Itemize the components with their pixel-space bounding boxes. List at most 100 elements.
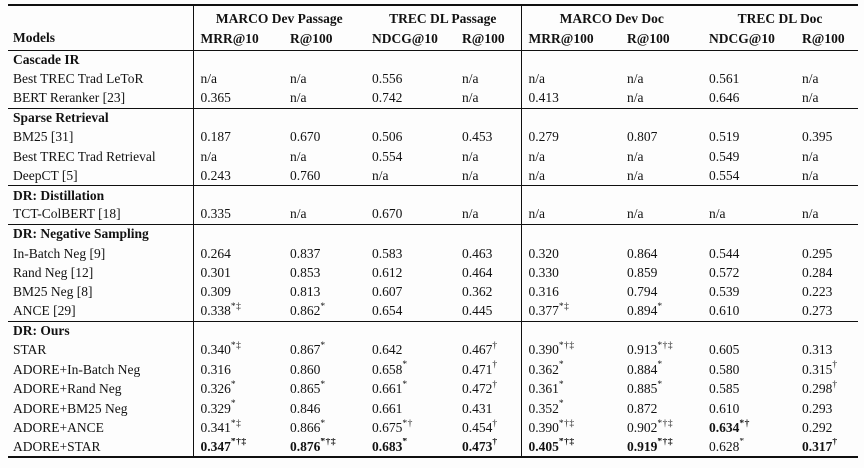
section-empty-cell	[520, 185, 621, 206]
group-header-row: Models MARCO Dev Passage TREC DL Passage…	[8, 5, 858, 51]
section-empty-cell	[283, 49, 366, 70]
significance-marker: *	[320, 340, 326, 351]
metric-value: n/a	[520, 166, 621, 186]
section-empty-cell	[620, 49, 703, 70]
table-row: ADORE+Rand Neg 0.326* 0.865* 0.661* 0.472† 0.…	[8, 379, 858, 400]
table-row: TCT-ColBERT [18] 0.335 n/a 0.670 n/a n/a n/a n/…	[8, 205, 858, 225]
metric-value: 0.329*	[192, 399, 283, 419]
section-empty-cell	[365, 107, 456, 128]
significance-marker: *	[558, 399, 565, 410]
metric-value: 0.675*†	[372, 418, 413, 436]
significance-marker: †	[832, 437, 838, 448]
metric-value: 0.862*	[290, 302, 326, 319]
metric-value: n/a	[802, 148, 819, 164]
table-row: ADORE+STAR 0.347*†‡ 0.876*†‡ 0.683* 0.473† 0.…	[8, 437, 858, 458]
section-empty-cell	[283, 185, 366, 206]
metric-value: 0.539	[709, 284, 740, 300]
metric-value: 0.646	[709, 90, 740, 106]
significance-marker: *†‡	[230, 437, 247, 448]
section-empty-cell	[702, 107, 796, 128]
metric-header-ndcg10-p: NDCG@10	[365, 28, 456, 51]
metric-value: n/a	[290, 71, 307, 86]
metric-value: 0.365	[192, 88, 283, 109]
section-empty-cell	[192, 107, 283, 128]
section-empty-cell	[520, 49, 621, 70]
metric-value: 0.683*	[372, 437, 408, 454]
metric-value: n/a	[802, 167, 819, 183]
metric-value: 0.661*	[372, 379, 408, 397]
metric-header-r100-d1: R@100	[620, 28, 703, 51]
metric-value: 0.352*	[520, 399, 621, 419]
significance-marker: *	[320, 302, 326, 312]
metric-value: 0.794	[627, 284, 658, 300]
group-header-trec-dl-doc: TREC DL Doc	[737, 10, 823, 26]
metric-value: 0.362	[462, 284, 493, 300]
results-table-container: Models MARCO Dev Passage TREC DL Passage…	[8, 4, 859, 459]
significance-marker: *	[657, 302, 663, 312]
metric-value: 0.544	[709, 245, 740, 261]
table-row: ADORE+In-Batch Neg 0.316 0.860 0.658* 0.471†…	[8, 360, 858, 380]
metric-value: n/a	[192, 146, 283, 167]
metric-value: 0.317†	[802, 437, 838, 454]
metric-value: 0.894*	[627, 302, 663, 319]
metric-value: 0.760	[290, 167, 321, 183]
significance-marker: *‡	[230, 418, 242, 429]
table-row: BM25 Neg [8] 0.309 0.813 0.607 0.362 0.316 0.7…	[8, 282, 858, 303]
significance-marker: *†	[402, 418, 413, 429]
metric-value: 0.464	[462, 264, 493, 280]
metric-value: 0.284	[802, 264, 833, 280]
metric-value: 0.301	[192, 263, 283, 283]
models-column-header: Models	[8, 5, 193, 51]
section-empty-cell	[795, 107, 859, 128]
metric-value: 0.320	[520, 243, 621, 264]
metric-value: 0.612	[372, 264, 403, 280]
metric-value: 0.865*	[290, 379, 326, 397]
metric-value: 0.309	[192, 282, 283, 303]
section-empty-cell	[192, 185, 283, 206]
model-name: Best TREC Trad Retrieval	[13, 148, 156, 164]
significance-marker: †	[832, 379, 838, 390]
metric-value: 0.316	[192, 360, 283, 380]
metric-value: 0.454†	[462, 418, 498, 436]
metric-value: 0.223	[802, 284, 833, 300]
metric-value: 0.607	[372, 284, 403, 300]
metric-value: 0.658*	[372, 360, 408, 377]
metric-value: 0.634*†	[709, 418, 750, 436]
section-empty-cell	[702, 224, 796, 244]
model-name: BM25 [31]	[13, 129, 74, 145]
model-name: In-Batch Neg [9]	[13, 245, 106, 261]
metric-value: 0.463	[462, 245, 493, 261]
significance-marker: †	[492, 379, 498, 390]
section-empty-cell	[620, 320, 703, 341]
metric-value: 0.340*‡	[192, 340, 283, 361]
significance-marker: *†	[739, 418, 750, 429]
metric-value: n/a	[290, 90, 307, 106]
model-name: BM25 Neg [8]	[13, 284, 93, 300]
metric-value: n/a	[709, 206, 726, 222]
section-title: DR: Ours	[8, 320, 193, 341]
section-empty-cell	[620, 185, 703, 206]
metric-value: n/a	[627, 71, 644, 86]
table-row: Rand Neg [12] 0.301 0.853 0.612 0.464 0.330 0.…	[8, 263, 858, 283]
metric-value: 0.859	[627, 264, 658, 280]
section-empty-cell	[365, 320, 456, 341]
significance-marker: †	[492, 437, 498, 448]
model-name: ADORE+In-Batch Neg	[13, 361, 141, 377]
metric-value: n/a	[290, 206, 307, 222]
metric-value: 0.313	[802, 342, 833, 358]
metric-value: 0.431	[462, 400, 493, 416]
metric-value: n/a	[192, 69, 283, 89]
metric-value: 0.919*†‡	[627, 437, 674, 454]
section-empty-cell	[702, 320, 796, 341]
section-empty-cell	[283, 224, 366, 244]
results-table: Models MARCO Dev Passage TREC DL Passage…	[8, 4, 859, 459]
metric-value: 0.554	[372, 148, 403, 164]
model-name: TCT-ColBERT [18]	[13, 206, 121, 222]
table-row: In-Batch Neg [9] 0.264 0.837 0.583 0.463 0.32…	[8, 243, 858, 264]
metric-value: n/a	[802, 71, 819, 86]
table-row: STAR 0.340*‡ 0.867* 0.642 0.467† 0.390*†‡ 0.91…	[8, 340, 858, 361]
table-header: Models MARCO Dev Passage TREC DL Passage…	[8, 5, 859, 51]
significance-marker: *‡	[558, 302, 570, 312]
metric-value: 0.610	[709, 400, 740, 416]
metric-value: 0.298†	[802, 379, 838, 397]
